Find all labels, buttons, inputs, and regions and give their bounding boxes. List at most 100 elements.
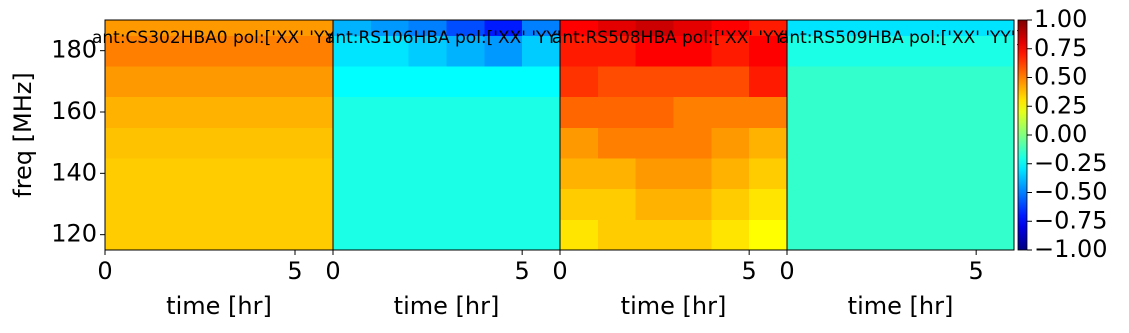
colorbar-tick-label: −1.00 bbox=[1034, 235, 1108, 263]
heatmap-cell bbox=[597, 127, 637, 159]
heatmap-cell bbox=[219, 35, 258, 67]
heatmap-cell bbox=[295, 188, 334, 220]
heatmap-cell bbox=[635, 127, 674, 159]
heatmap-cell bbox=[295, 219, 334, 251]
heatmap-cell bbox=[219, 127, 258, 159]
colorbar-tick-label: 0.00 bbox=[1034, 120, 1087, 148]
heatmap-cell bbox=[673, 66, 712, 98]
heatmap-cell bbox=[711, 158, 750, 190]
heatmap-cell bbox=[446, 66, 485, 98]
heatmap-cell bbox=[295, 20, 334, 36]
panel-title: ant:RS509HBA pol:['XX' 'YY'] bbox=[779, 28, 1022, 48]
heatmap-cell bbox=[560, 127, 599, 159]
x-axis-label: time [hr] bbox=[621, 292, 727, 320]
x-axis-label: time [hr] bbox=[848, 292, 954, 320]
heatmap-cell bbox=[408, 127, 447, 159]
heatmap-cell bbox=[143, 66, 182, 98]
heatmap-cell bbox=[635, 35, 674, 67]
x-tick-label: 0 bbox=[325, 257, 340, 285]
heatmap-cell bbox=[976, 35, 1015, 67]
heatmap-cell bbox=[257, 96, 296, 128]
colorbar-tick-label: 1.00 bbox=[1034, 5, 1087, 33]
heatmap-cell bbox=[900, 158, 939, 190]
heatmap-cell bbox=[673, 219, 712, 251]
y-tick-label: 120 bbox=[51, 220, 97, 248]
heatmap-cell bbox=[446, 158, 485, 190]
heatmap-cell bbox=[484, 20, 523, 36]
heatmap-cell bbox=[673, 20, 712, 36]
heatmap-cell bbox=[370, 66, 410, 98]
heatmap-cell bbox=[370, 188, 410, 220]
heatmap-cell bbox=[257, 219, 296, 251]
heatmap-cell bbox=[749, 35, 788, 67]
heatmap-cell bbox=[295, 127, 334, 159]
heatmap-cell bbox=[143, 20, 182, 36]
heatmap-cell bbox=[408, 35, 447, 67]
heatmap-cell bbox=[711, 20, 750, 36]
heatmap-cell bbox=[938, 219, 977, 251]
heatmap-cell bbox=[597, 158, 637, 190]
heatmap-cell bbox=[484, 35, 523, 67]
heatmap-cell bbox=[711, 127, 750, 159]
heatmap-cell bbox=[938, 35, 977, 67]
heatmap-cell bbox=[976, 188, 1015, 220]
heatmap-cell bbox=[333, 66, 372, 98]
heatmap-cell bbox=[143, 219, 182, 251]
heatmap-cell bbox=[673, 35, 712, 67]
heatmap-cell bbox=[560, 219, 599, 251]
heatmap-cell bbox=[900, 66, 939, 98]
heatmap-cell bbox=[257, 66, 296, 98]
heatmap-cell bbox=[560, 66, 599, 98]
y-tick-label: 180 bbox=[51, 36, 97, 64]
heatmap-cell bbox=[560, 96, 599, 128]
heatmap-cell bbox=[635, 219, 674, 251]
heatmap-cell bbox=[257, 188, 296, 220]
panel-title: ant:CS302HBA0 pol:['XX' 'YY'] bbox=[92, 28, 346, 48]
heatmap-cell bbox=[824, 127, 864, 159]
heatmap-cell bbox=[370, 127, 410, 159]
heatmap-cell bbox=[711, 219, 750, 251]
x-tick-label: 0 bbox=[779, 257, 794, 285]
heatmap-cell bbox=[976, 66, 1015, 98]
heatmap-cell bbox=[333, 158, 372, 190]
heatmap-cell bbox=[370, 20, 410, 36]
heatmap-cell bbox=[295, 96, 334, 128]
heatmap-cell bbox=[219, 188, 258, 220]
heatmap-cell bbox=[976, 219, 1015, 251]
heatmap-cell bbox=[522, 66, 561, 98]
heatmap-cell bbox=[181, 35, 220, 67]
heatmap-cell bbox=[597, 96, 637, 128]
heatmap-cell bbox=[900, 219, 939, 251]
heatmap-cell bbox=[900, 20, 939, 36]
heatmap-cell bbox=[522, 96, 561, 128]
panel-title: ant:RS106HBA pol:['XX' 'YY'] bbox=[325, 28, 568, 48]
heatmap-cell bbox=[219, 20, 258, 36]
heatmap-cell bbox=[446, 188, 485, 220]
heatmap-cell bbox=[484, 66, 523, 98]
heatmap-cell bbox=[862, 158, 901, 190]
heatmap-cell bbox=[484, 127, 523, 159]
heatmap-cell bbox=[143, 127, 182, 159]
heatmap-cell bbox=[333, 188, 372, 220]
heatmap bbox=[787, 20, 1015, 251]
heatmap-cell bbox=[522, 219, 561, 251]
heatmap-cell bbox=[408, 20, 447, 36]
heatmap-cell bbox=[862, 96, 901, 128]
heatmap-cell bbox=[824, 35, 864, 67]
y-tick-label: 140 bbox=[51, 158, 97, 186]
plot-frame bbox=[786, 19, 1015, 251]
heatmap-cell bbox=[181, 20, 220, 36]
heatmap-cell bbox=[862, 127, 901, 159]
heatmap-cell bbox=[219, 96, 258, 128]
heatmap-cell bbox=[597, 66, 637, 98]
heatmap-cell bbox=[749, 158, 788, 190]
heatmap-cell bbox=[446, 96, 485, 128]
x-axis-label: time [hr] bbox=[394, 292, 500, 320]
heatmap bbox=[105, 20, 334, 251]
heatmap-cell bbox=[560, 35, 599, 67]
heatmap-cell bbox=[408, 96, 447, 128]
heatmap-cell bbox=[446, 35, 485, 67]
heatmap-cell bbox=[105, 35, 144, 67]
heatmap-cell bbox=[824, 20, 864, 36]
heatmap-cell bbox=[370, 219, 410, 251]
